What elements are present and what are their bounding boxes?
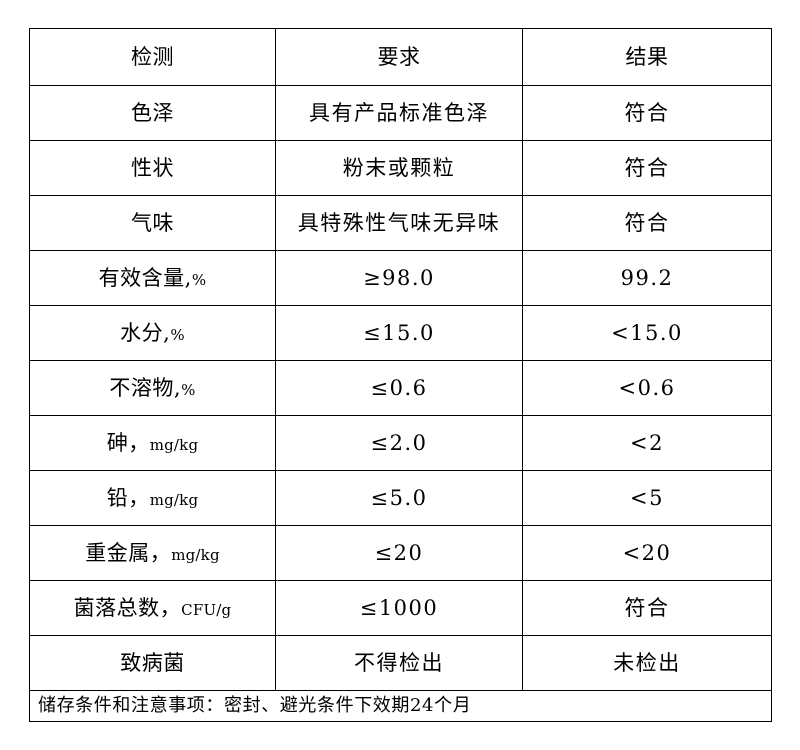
- requirement-value: ≥98.0: [363, 265, 435, 290]
- requirement-value: ≤20: [374, 540, 424, 565]
- table-row: 气味 具特殊性气味无异味 符合: [29, 195, 772, 251]
- table-row: 不溶物,% ≤0.6 <0.6: [29, 360, 772, 416]
- table-body: 检测 要求 结果 色泽 具有产品标准色泽 符合 性状 粉末或颗粒 符合: [29, 28, 772, 722]
- requirement-value: 具有产品标准色泽: [309, 100, 489, 125]
- result-value: <15.0: [611, 320, 683, 345]
- cell-requirement: 具有产品标准色泽: [275, 85, 523, 141]
- result-value: <20: [622, 540, 672, 565]
- cell-result: <5: [522, 470, 772, 526]
- table-row: 砷，mg/kg ≤2.0 <2: [29, 415, 772, 471]
- cell-result: <15.0: [522, 305, 772, 361]
- item-name: 重金属，: [85, 540, 172, 565]
- column-header-requirement: 要求: [275, 28, 523, 86]
- result-value: 符合: [624, 595, 670, 620]
- table-row: 菌落总数，CFU/g ≤1000 符合: [29, 580, 772, 636]
- item-unit: mg/kg: [171, 545, 220, 564]
- cell-result: 99.2: [522, 250, 772, 306]
- cell-item: 气味: [29, 195, 276, 251]
- table-row: 水分,% ≤15.0 <15.0: [29, 305, 772, 361]
- item-unit: mg/kg: [149, 435, 199, 454]
- cell-requirement: ≤5.0: [275, 470, 523, 526]
- requirement-value: ≤15.0: [363, 320, 435, 345]
- cell-requirement: ≤2.0: [275, 415, 523, 471]
- item-name: 菌落总数，: [73, 595, 182, 620]
- table-row: 性状 粉末或颗粒 符合: [29, 140, 772, 196]
- cell-requirement: ≤15.0: [275, 305, 523, 361]
- cell-item: 铅，mg/kg: [29, 470, 276, 526]
- item-name: 铅，: [106, 485, 150, 510]
- cell-result: <20: [522, 525, 772, 581]
- result-value: 未检出: [613, 650, 681, 675]
- item-name: 色泽: [131, 100, 174, 125]
- requirement-value: ≤2.0: [370, 430, 428, 455]
- item-unit: %: [170, 325, 185, 344]
- item-unit: mg/kg: [149, 490, 199, 509]
- result-value: 符合: [624, 155, 670, 180]
- table-row: 色泽 具有产品标准色泽 符合: [29, 85, 772, 141]
- column-header-result: 结果: [522, 28, 772, 86]
- cell-requirement: 具特殊性气味无异味: [275, 195, 523, 251]
- cell-item: 性状: [29, 140, 276, 196]
- cell-requirement: 粉末或颗粒: [275, 140, 523, 196]
- item-unit: %: [181, 380, 196, 399]
- storage-note-row: 储存条件和注意事项：密封、避光条件下效期24个月: [29, 690, 772, 722]
- cell-item: 色泽: [29, 85, 276, 141]
- table-header-row: 检测 要求 结果: [29, 28, 772, 86]
- table-row: 铅，mg/kg ≤5.0 <5: [29, 470, 772, 526]
- requirement-value: ≤5.0: [370, 485, 428, 510]
- cell-requirement: ≥98.0: [275, 250, 523, 306]
- specification-table: 检测 要求 结果 色泽 具有产品标准色泽 符合 性状 粉末或颗粒 符合: [29, 28, 772, 722]
- table-row: 有效含量,% ≥98.0 99.2: [29, 250, 772, 306]
- item-unit: CFU/g: [181, 600, 232, 619]
- requirement-value: 粉末或颗粒: [342, 155, 456, 180]
- item-name: 致病菌: [120, 650, 185, 675]
- cell-result: 符合: [522, 580, 772, 636]
- result-value: 99.2: [620, 265, 674, 290]
- item-name: 不溶物,: [109, 375, 182, 400]
- result-value: 符合: [624, 210, 670, 235]
- cell-item: 重金属，mg/kg: [29, 525, 276, 581]
- requirement-value: ≤1000: [359, 595, 439, 620]
- cell-requirement: 不得检出: [275, 635, 523, 691]
- item-name: 砷，: [106, 430, 150, 455]
- column-header-item-label: 检测: [131, 44, 174, 69]
- column-header-result-label: 结果: [625, 44, 669, 69]
- cell-item: 水分,%: [29, 305, 276, 361]
- column-header-item: 检测: [29, 28, 276, 86]
- result-value: <2: [630, 430, 664, 455]
- requirement-value: ≤0.6: [370, 375, 428, 400]
- cell-requirement: ≤20: [275, 525, 523, 581]
- cell-item: 砷，mg/kg: [29, 415, 276, 471]
- table-row: 重金属，mg/kg ≤20 <20: [29, 525, 772, 581]
- table-row: 致病菌 不得检出 未检出: [29, 635, 772, 691]
- item-name: 有效含量,: [98, 265, 192, 290]
- item-name: 水分,: [120, 320, 171, 345]
- requirement-value: 具特殊性气味无异味: [297, 210, 501, 235]
- cell-item: 不溶物,%: [29, 360, 276, 416]
- cell-result: 符合: [522, 140, 772, 196]
- cell-result: <0.6: [522, 360, 772, 416]
- cell-item: 菌落总数，CFU/g: [29, 580, 276, 636]
- cell-item: 致病菌: [29, 635, 276, 691]
- cell-result: <2: [522, 415, 772, 471]
- cell-result: 符合: [522, 85, 772, 141]
- item-name: 性状: [131, 155, 174, 180]
- cell-requirement: ≤0.6: [275, 360, 523, 416]
- cell-storage-note: 储存条件和注意事项：密封、避光条件下效期24个月: [29, 690, 772, 722]
- result-value: <0.6: [618, 375, 676, 400]
- cell-requirement: ≤1000: [275, 580, 523, 636]
- item-name: 气味: [131, 210, 174, 235]
- cell-result: 未检出: [522, 635, 772, 691]
- requirement-value: 不得检出: [354, 650, 444, 675]
- cell-item: 有效含量,%: [29, 250, 276, 306]
- result-value: <5: [630, 485, 664, 510]
- item-unit: %: [191, 270, 207, 289]
- cell-result: 符合: [522, 195, 772, 251]
- column-header-requirement-label: 要求: [377, 44, 421, 69]
- result-value: 符合: [624, 100, 670, 125]
- storage-note-text: 储存条件和注意事项：密封、避光条件下效期24个月: [38, 694, 472, 716]
